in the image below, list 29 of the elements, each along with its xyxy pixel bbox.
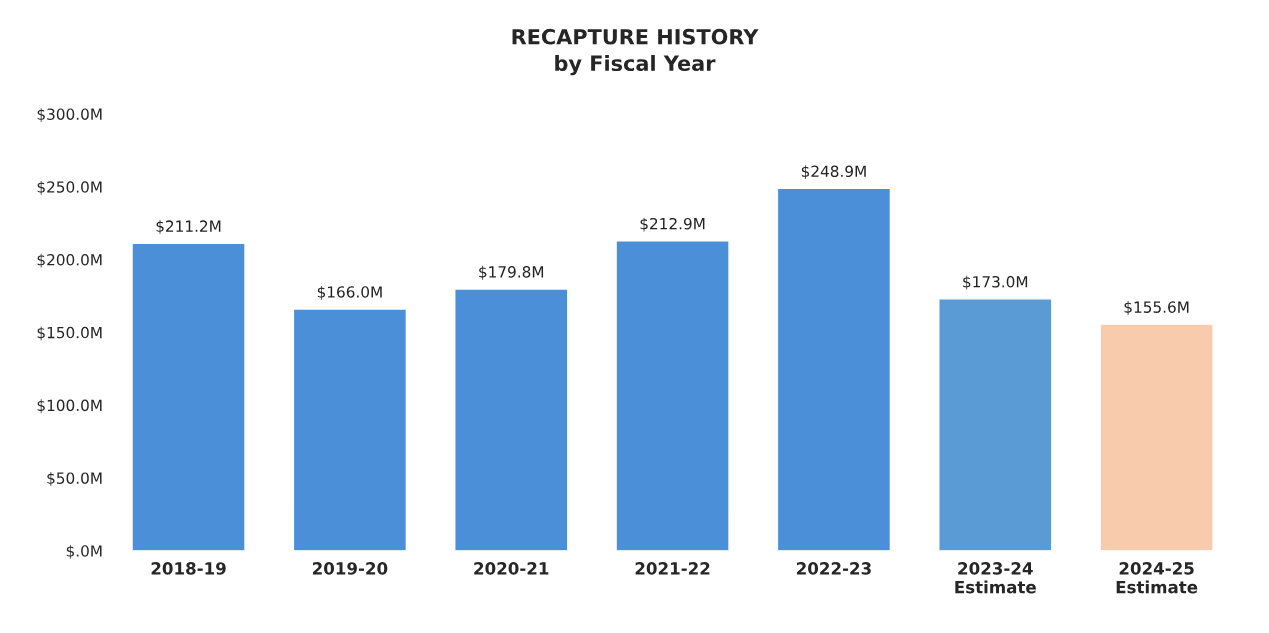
y-tick-label: $200.0M: [37, 253, 102, 268]
data-label: $212.9M: [640, 217, 705, 232]
bar: [615, 240, 730, 551]
x-tick-label: 2024-25 Estimate: [1116, 562, 1198, 594]
bar: [938, 298, 1053, 551]
y-tick-label: $300.0M: [37, 108, 102, 122]
data-label: $248.9M: [801, 165, 866, 180]
y-tick-label: $250.0M: [37, 180, 102, 195]
y-tick-label: $100.0M: [37, 399, 102, 414]
x-tick-label: 2019-20: [312, 562, 388, 575]
bar: [131, 242, 246, 551]
data-label: $155.6M: [1124, 301, 1189, 315]
x-tick-label: 2020-21: [474, 562, 549, 575]
x-tick-label: 2018-19: [151, 562, 226, 575]
data-label: $211.2M: [156, 220, 221, 234]
data-label: $166.0M: [317, 285, 382, 300]
y-tick-label: $150.0M: [37, 326, 102, 341]
data-label: $179.8M: [479, 265, 544, 280]
chart-title: RECAPTURE HISTORY by Fiscal Year: [512, 28, 759, 76]
x-tick-label: 2022-23: [796, 562, 871, 575]
x-tick-label: 2021-22: [635, 562, 710, 575]
x-tick-label: 2023-24 Estimate: [955, 562, 1036, 594]
bar: [1099, 323, 1214, 551]
data-label: $173.0M: [963, 275, 1028, 290]
bar: [776, 187, 892, 551]
y-tick-label: $50.0M: [47, 472, 102, 486]
bar: [454, 288, 569, 551]
bar: [292, 308, 408, 551]
y-tick-label: $.0M: [66, 544, 102, 559]
